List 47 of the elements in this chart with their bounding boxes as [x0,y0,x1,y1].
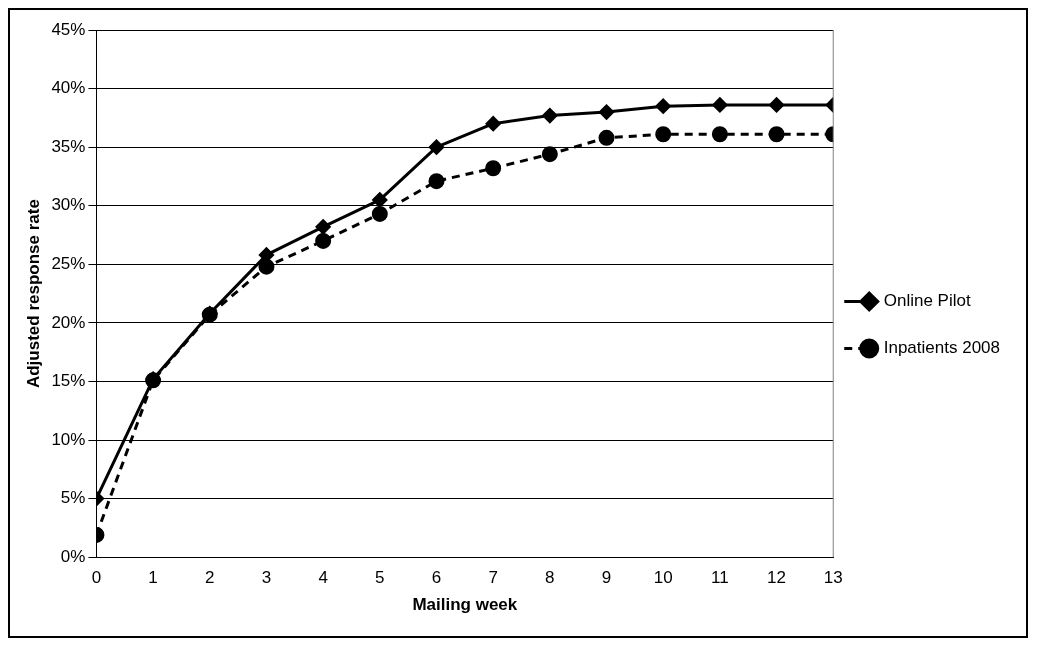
y-tick-label: 15% [51,371,86,391]
x-tick-label: 11 [711,568,729,588]
point [428,173,445,190]
point [428,139,444,155]
point [599,104,615,120]
point [372,192,388,208]
x-tick-label: 5 [375,568,385,588]
x-tick-label: 13 [823,568,843,588]
x-tick-label: 6 [431,568,442,588]
legend-label: Inpatients 2008 [883,338,1000,358]
x-tick-label: 2 [205,568,215,588]
x-tick-label: 4 [318,568,328,588]
legend-label: Online Pilot [883,291,971,311]
point [769,97,785,113]
y-tick-label: 25% [51,254,86,273]
point [485,160,502,177]
x-tick-label: 8 [545,568,555,588]
y-axis-title: Adjusted response rate [23,199,43,389]
point [315,219,331,235]
y-tick-label: 20% [51,312,86,332]
x-tick-label: 3 [261,568,272,588]
point [598,129,615,146]
point [712,97,728,113]
y-tick-label: 40% [51,78,86,98]
x-tick-label: 0 [91,568,102,588]
point [655,98,671,114]
point [371,205,388,222]
y-tick-label: 5% [60,488,86,508]
y-tick-label: 0% [60,546,86,566]
x-tick-label: 1 [148,568,158,588]
point [315,232,332,249]
x-tick-label: 7 [488,568,498,588]
y-tick-label: 35% [51,136,86,156]
y-tick-label: 30% [51,195,86,215]
x-tick-label: 12 [767,568,787,588]
point [258,258,275,275]
y-tick-label: 45% [51,19,86,39]
x-tick-label: 10 [653,568,673,588]
point [485,116,501,132]
point [542,108,558,124]
x-tick-label: 9 [601,568,612,588]
point [655,126,672,143]
y-tick-label: 10% [51,429,86,449]
point [768,126,785,143]
point [711,126,728,143]
x-axis-title: Mailing week [412,595,518,615]
point [541,146,558,163]
